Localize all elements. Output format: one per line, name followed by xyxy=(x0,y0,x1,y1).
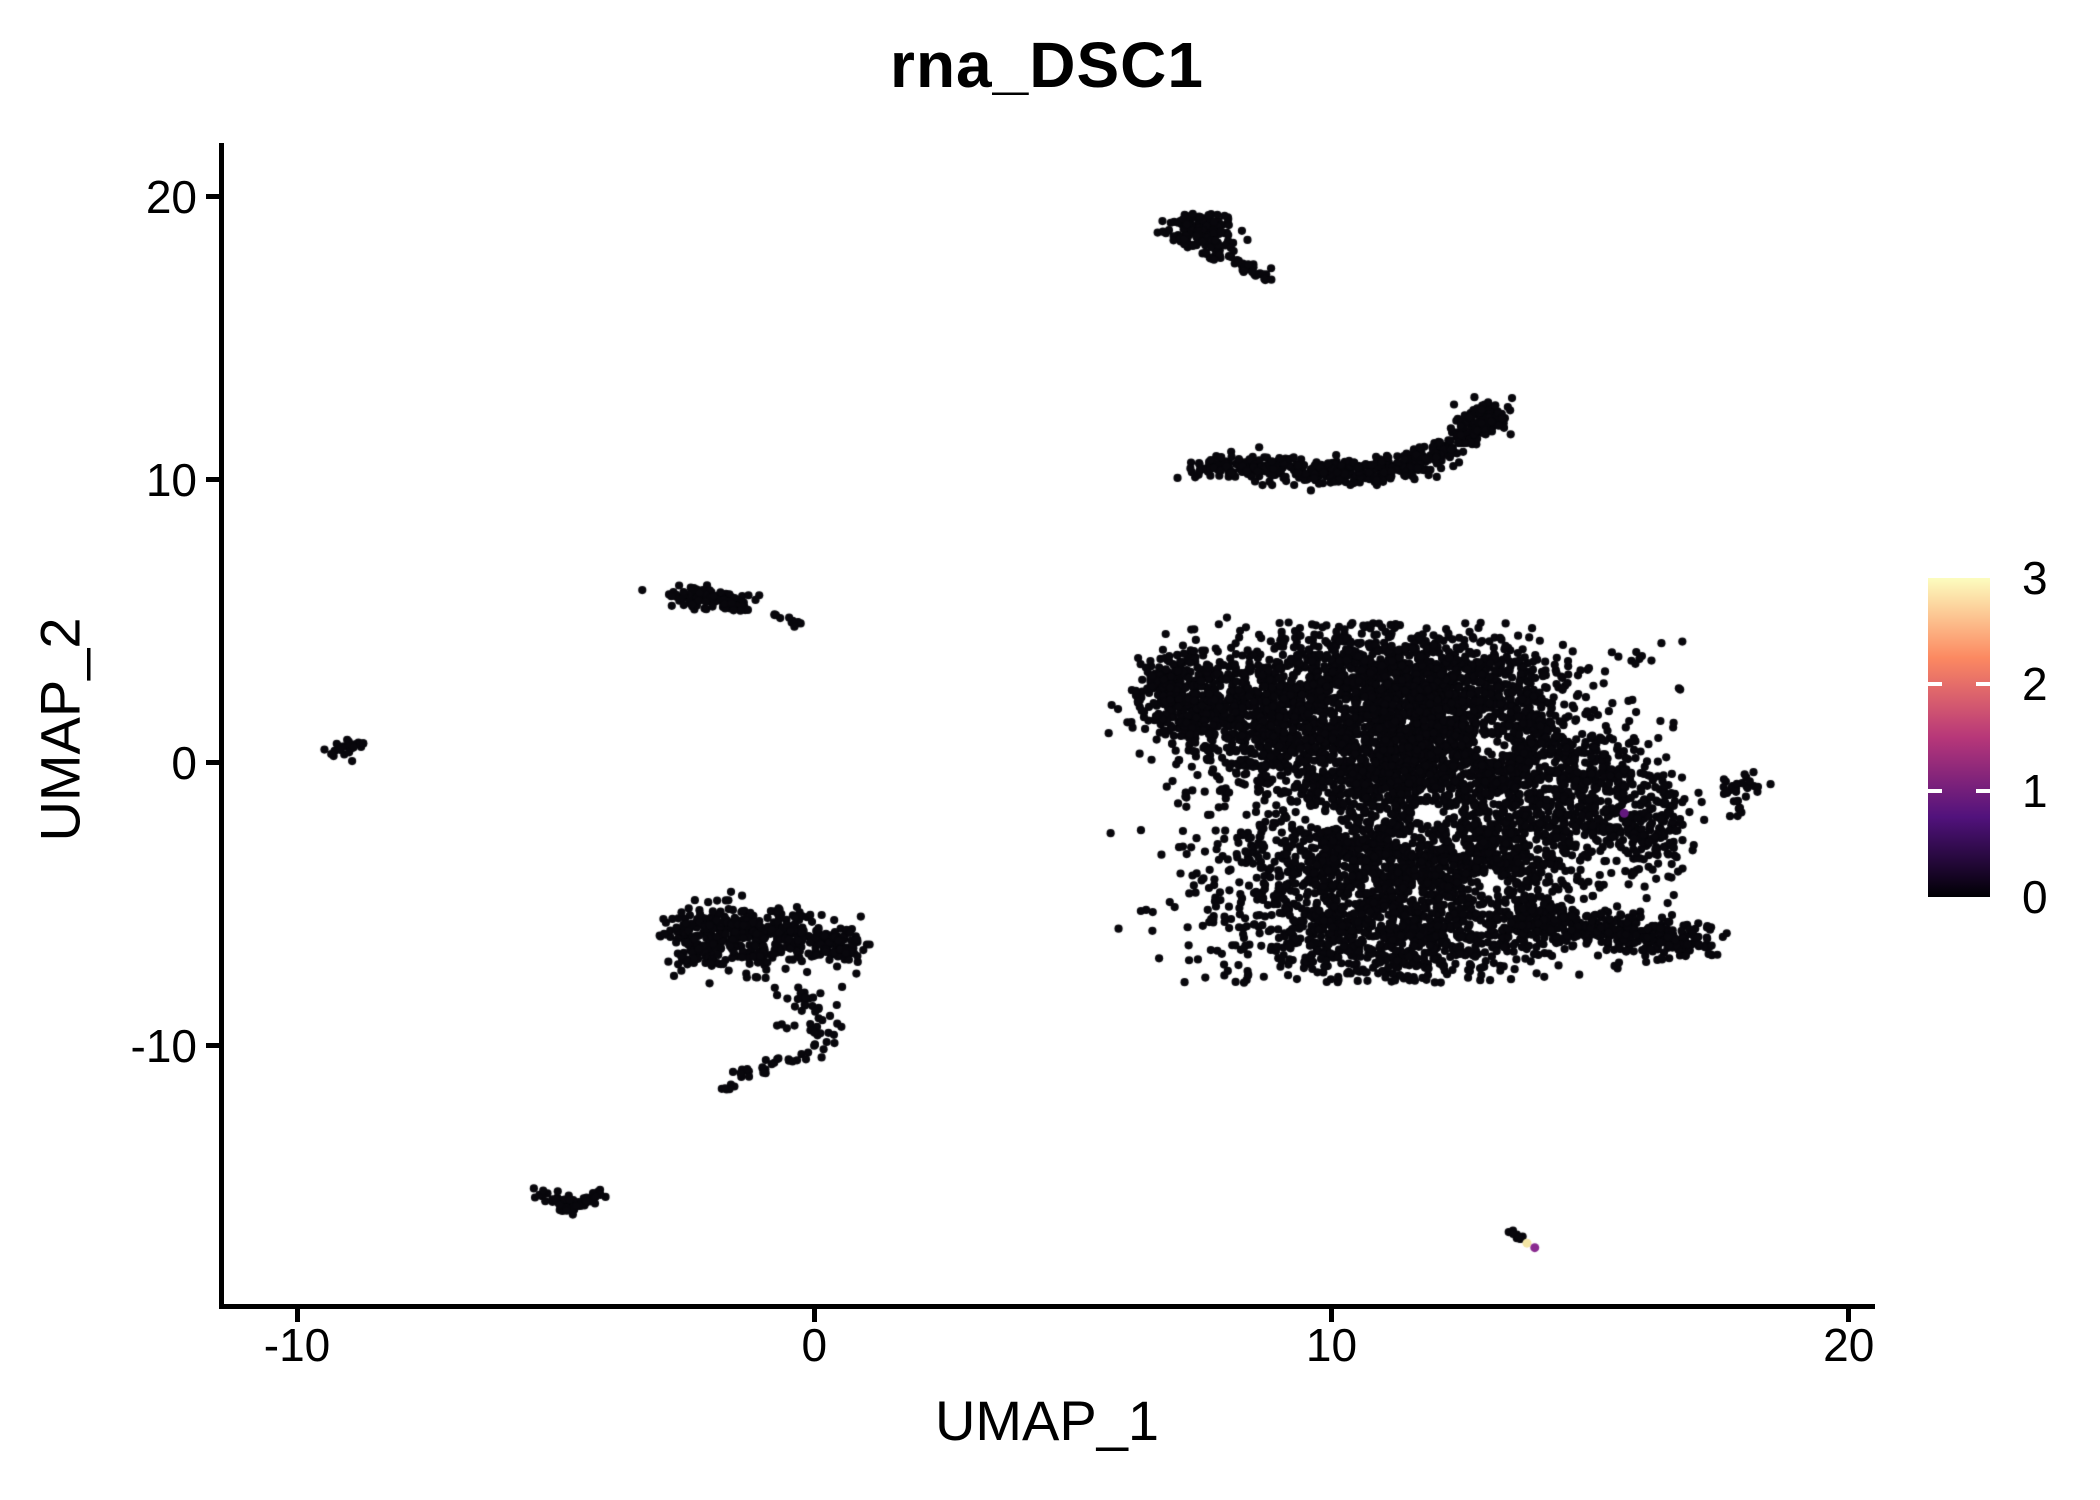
colorbar-tick-mark xyxy=(1976,682,1990,687)
x-tick-mark xyxy=(294,1309,300,1322)
colorbar-tick-label: 1 xyxy=(2022,764,2048,817)
y-axis-title: UMAP_2 xyxy=(28,617,92,842)
colorbar-tick-label: 3 xyxy=(2022,552,2048,604)
y-tick-label: -10 xyxy=(130,1019,197,1072)
x-axis-title: UMAP_1 xyxy=(934,1389,1160,1452)
x-tick-mark xyxy=(811,1309,817,1322)
colorbar-tick-label: 2 xyxy=(2022,658,2048,711)
y-tick-label: 0 xyxy=(171,736,197,789)
y-tick-mark xyxy=(206,1043,219,1049)
x-tick-label: -10 xyxy=(263,1319,331,1371)
y-tick-label: 10 xyxy=(145,453,197,506)
x-tick-mark xyxy=(1846,1309,1852,1322)
y-tick-mark xyxy=(206,477,219,483)
colorbar-tick-label: 0 xyxy=(2022,871,2048,923)
x-tick-label: 0 xyxy=(801,1319,828,1371)
colorbar-tick-mark xyxy=(1976,788,1990,793)
y-tick-mark xyxy=(206,760,219,766)
colorbar-tick-mark xyxy=(1928,682,1942,687)
x-tick-mark xyxy=(1328,1309,1334,1322)
colorbar-tick-mark xyxy=(1928,788,1942,793)
y-tick-mark xyxy=(206,194,219,200)
y-tick-label: 20 xyxy=(145,170,197,223)
y-axis-line xyxy=(219,143,224,1309)
x-tick-label: 10 xyxy=(1305,1319,1358,1371)
plot-title: rna_DSC1 xyxy=(890,29,1204,101)
colorbar-gradient xyxy=(1928,578,1990,897)
x-axis-line xyxy=(219,1304,1875,1309)
x-tick-label: 20 xyxy=(1823,1319,1875,1371)
